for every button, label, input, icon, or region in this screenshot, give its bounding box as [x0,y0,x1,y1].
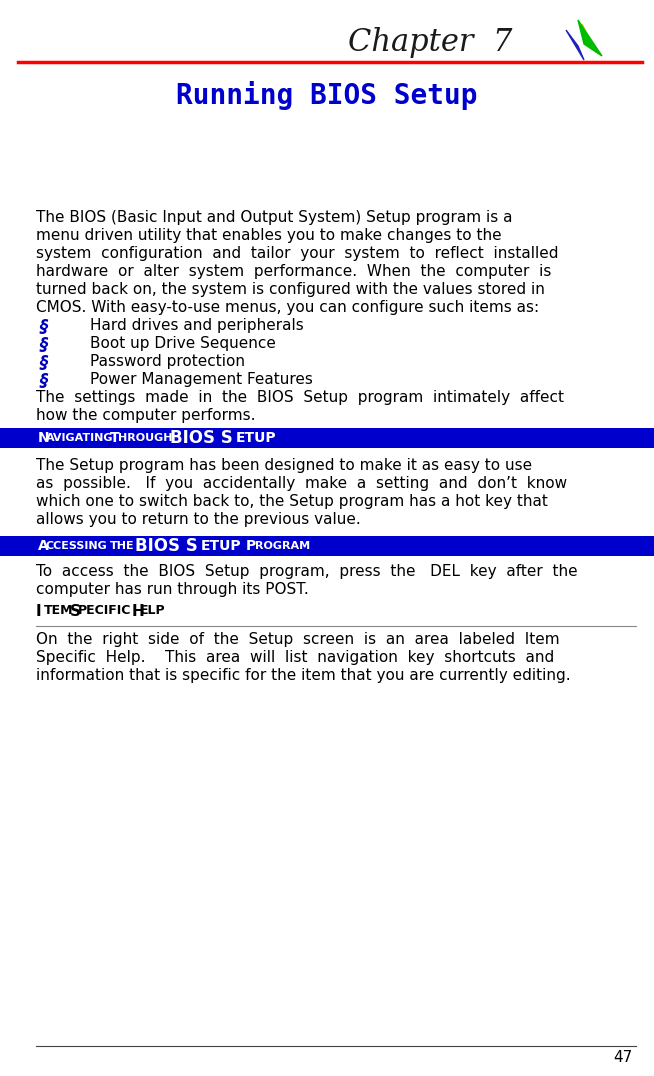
Text: Password protection: Password protection [90,354,245,369]
Text: PECIFIC: PECIFIC [78,604,131,617]
Polygon shape [578,20,602,56]
Text: T: T [110,431,120,445]
Text: H: H [132,604,145,619]
Text: which one to switch back to, the Setup program has a hot key that: which one to switch back to, the Setup p… [36,494,548,509]
Text: CMOS. With easy-to-use menus, you can configure such items as:: CMOS. With easy-to-use menus, you can co… [36,300,539,315]
Text: The BIOS (Basic Input and Output System) Setup program is a: The BIOS (Basic Input and Output System)… [36,210,513,225]
Text: how the computer performs.: how the computer performs. [36,408,256,423]
Text: ROGRAM: ROGRAM [255,541,310,551]
Text: information that is specific for the item that you are currently editing.: information that is specific for the ite… [36,668,571,683]
Text: AVIGATING: AVIGATING [46,433,114,443]
Text: BIOS S: BIOS S [170,429,233,447]
Text: The  settings  made  in  the  BIOS  Setup  program  intimately  affect: The settings made in the BIOS Setup prog… [36,390,564,405]
Text: §: § [40,354,48,372]
Text: THE: THE [110,541,135,551]
Text: ELP: ELP [140,604,165,617]
Bar [0,428,654,448]
Bar [0,536,654,556]
Text: Hard drives and peripherals: Hard drives and peripherals [90,318,303,332]
Polygon shape [566,30,584,60]
Text: On  the  right  side  of  the  Setup  screen  is  an  area  labeled  Item: On the right side of the Setup screen is… [36,632,560,647]
Text: Running BIOS Setup: Running BIOS Setup [176,81,478,110]
Text: Chapter  7: Chapter 7 [348,27,512,57]
Text: computer has run through its POST.: computer has run through its POST. [36,582,309,597]
Text: §: § [40,318,48,336]
Text: S: S [70,604,81,619]
Text: ETUP: ETUP [201,539,241,553]
Text: I: I [36,604,42,619]
Text: turned back on, the system is configured with the values stored in: turned back on, the system is configured… [36,282,545,297]
Text: Specific  Help.    This  area  will  list  navigation  key  shortcuts  and: Specific Help. This area will list navig… [36,650,554,665]
Text: Power Management Features: Power Management Features [90,372,313,387]
Text: §: § [40,372,48,390]
Text: hardware  or  alter  system  performance.  When  the  computer  is: hardware or alter system performance. Wh… [36,264,551,279]
Text: To  access  the  BIOS  Setup  program,  press  the   DEL  key  after  the: To access the BIOS Setup program, press … [36,564,577,579]
Text: N: N [38,431,50,445]
Text: §: § [40,336,48,354]
Polygon shape [582,24,596,52]
Text: allows you to return to the previous value.: allows you to return to the previous val… [36,512,361,527]
Text: Boot up Drive Sequence: Boot up Drive Sequence [90,336,276,351]
Text: HROUGH: HROUGH [118,433,173,443]
Text: ETUP: ETUP [236,431,277,445]
Text: CCESSING: CCESSING [46,541,108,551]
Text: menu driven utility that enables you to make changes to the: menu driven utility that enables you to … [36,228,502,243]
Text: 47: 47 [613,1050,632,1065]
Text: TEM: TEM [44,604,73,617]
Text: A: A [38,539,49,553]
Text: system  configuration  and  tailor  your  system  to  reflect  installed: system configuration and tailor your sys… [36,246,559,261]
Text: BIOS S: BIOS S [135,537,198,555]
Text: The Setup program has been designed to make it as easy to use: The Setup program has been designed to m… [36,458,532,473]
Text: P: P [246,539,256,553]
Text: as  possible.   If  you  accidentally  make  a  setting  and  don’t  know: as possible. If you accidentally make a … [36,476,567,491]
